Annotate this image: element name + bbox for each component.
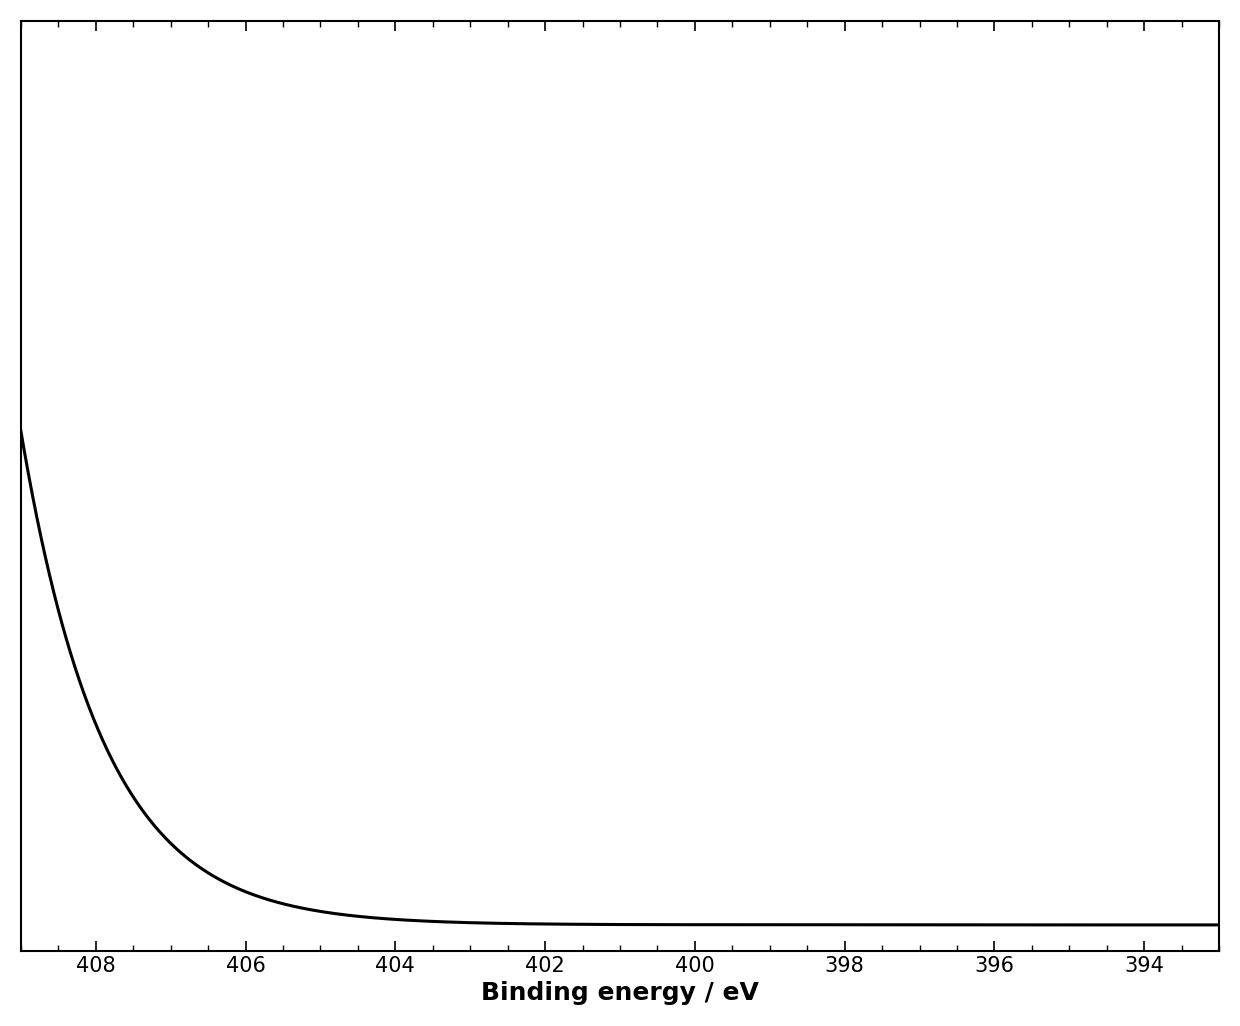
X-axis label: Binding energy / eV: Binding energy / eV (481, 981, 759, 1005)
